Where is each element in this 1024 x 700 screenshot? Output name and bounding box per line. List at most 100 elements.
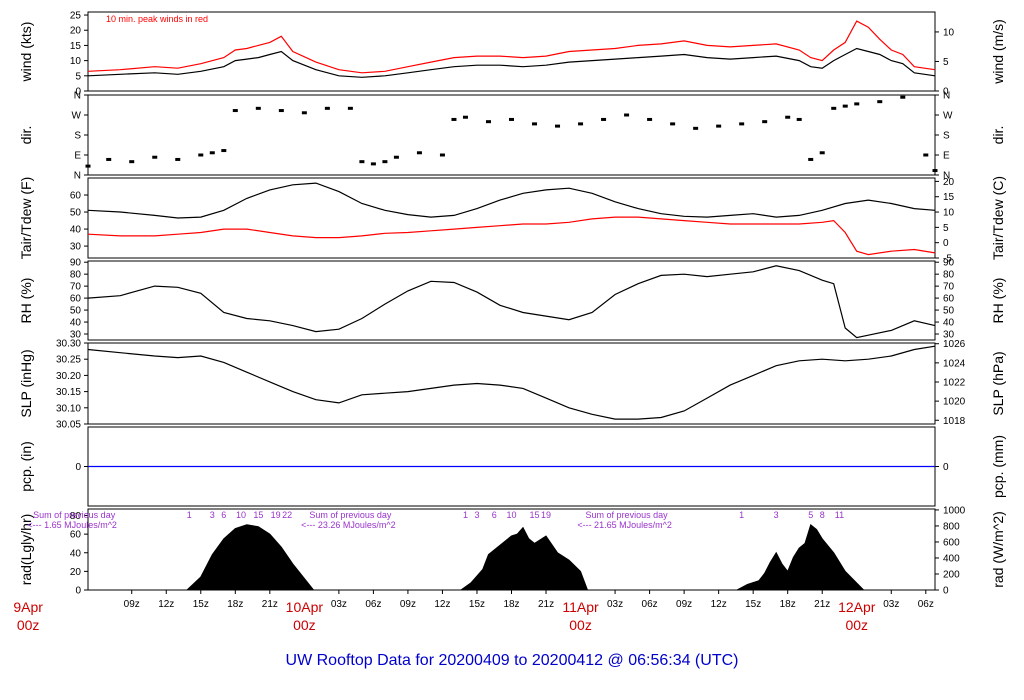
rad-left-tick-label: 40 [70,548,82,559]
time-axis: 09z 12z 15z 18z 21z 03z 06z 09z 12z 15z 18z 21z 03z 0… [13,590,934,633]
dir-point [324,106,330,110]
day-label-date: 11Apr [562,599,599,615]
panel-rad: rad(Lgly/hr) rad (W/m^2)02040608002004006… [18,505,1006,596]
temp-left-tick-label: 50 [70,208,82,219]
dir-point [106,157,112,161]
dir-left-tick-label: N [74,171,81,182]
time-tick-label: 18z [503,599,519,610]
dir-point [762,120,768,124]
temp-line-0 [87,182,936,219]
rh-right-tick-label: 30 [943,330,955,341]
slp-left-tick-label: 30.05 [56,420,81,431]
dir-point [439,153,445,157]
slp-right-tick-label: 1018 [943,416,966,427]
time-tick-label: 21z [538,599,554,610]
temp-line-1 [87,216,936,256]
temp-ylabel-left: Tair/Tdew (F) [18,177,34,259]
temp-ylabel-right: Tair/Tdew (C) [990,176,1006,260]
rad-sum-annotation: Sum of previous day [33,510,116,520]
rad-left-tick-label: 20 [70,567,82,578]
rad-sum-annotation: <--- 1.65 MJoules/m^2 [27,520,117,530]
day-label-hour: 00z [569,617,592,633]
slp-frame [87,342,936,425]
dir-point [796,117,802,121]
dir-point [831,106,837,110]
dir-point [647,117,653,121]
dir-point [255,106,261,110]
time-tick-label: 12z [158,599,174,610]
rad-hour-label: 5 [808,510,813,520]
time-tick-label: 09z [676,599,692,610]
dir-point [198,153,204,157]
rad-ylabel-left: rad(Lgly/hr) [18,514,34,586]
wind-right-tick-label: 5 [943,57,949,68]
wind-left-tick-label: 10 [70,56,82,67]
dir-point [532,122,538,126]
rad-hour-label: 15 [253,510,263,520]
rh-left-tick-label: 40 [70,318,82,329]
rh-left-tick-label: 60 [70,294,82,305]
time-tick-label: 21z [262,599,278,610]
rad-hour-label: 15 [530,510,540,520]
dir-left-tick-label: N [74,91,81,102]
day-label-hour: 00z [17,617,40,633]
wind-right-tick-label: 10 [943,27,955,38]
rad-right-tick-label: 400 [943,553,960,564]
time-tick-label: 12z [434,599,450,610]
wind-right-tick-label: 0 [943,87,949,98]
dir-point [601,117,607,121]
rad-right-tick-label: 0 [943,586,949,597]
time-tick-label: 21z [814,599,830,610]
slp-left-tick-label: 30.10 [56,403,81,414]
temp-right-tick-label: 5 [943,223,949,234]
dir-point [382,160,388,164]
rad-hour-label: 3 [210,510,215,520]
day-label-hour: 00z [293,617,316,633]
dir-right-tick-label: N [943,171,950,182]
day-label-date: 12Apr [838,599,876,615]
time-tick-label: 15z [745,599,761,610]
dir-point [221,149,227,153]
time-tick-label: 18z [227,599,243,610]
rad-right-tick-label: 800 [943,521,960,532]
dir-point [578,122,584,126]
wind-left-tick-label: 15 [70,41,82,52]
wind-ylabel-right: wind (m/s) [990,19,1006,85]
dir-right-tick-label: E [943,151,950,162]
dir-point [359,160,365,164]
dir-point [129,160,135,164]
panel-wind: wind (kts) wind (m/s) 0 5 10 15 20 25 0 5 10 10 min… [18,11,1006,98]
chart-title: UW Rooftop Data for 20200409 to 20200412… [286,652,739,669]
dir-point [739,122,745,126]
wind-frame [87,11,936,92]
dir-point [462,115,468,119]
wind-line-0 [87,47,936,78]
dir-point [877,100,883,104]
rh-right-tick-label: 70 [943,282,955,293]
temp-right-tick-label: 10 [943,208,955,219]
rad-ylabel-right: rad (W/m^2) [990,511,1006,588]
panel-slp: SLP (inHg) SLP (hPa) 30.05 30.10 30.15 30.20 3… [18,339,1006,431]
time-tick-label: 06z [365,599,381,610]
rad-right-tick-label: 200 [943,569,960,580]
slp-right-tick-label: 1022 [943,377,966,388]
dir-right-tick-label: S [943,131,950,142]
dir-point [393,155,399,159]
wind-left-tick-label: 20 [70,26,82,37]
rad-hour-label: 6 [492,510,497,520]
wind-left-tick-label: 5 [75,71,81,82]
panel-pcp: pcp. (in) pcp. (mm) 0 0 [18,426,1006,507]
rad-hour-label: 3 [474,510,479,520]
rh-frame [87,260,936,341]
rad-hour-label: 22 [282,510,292,520]
rad-hour-label: 1 [463,510,468,520]
dir-right-tick-label: N [943,91,950,102]
rad-sum-annotation: Sum of previous day [586,510,669,520]
dir-ylabel-left: dir. [18,126,34,145]
dir-point [152,155,158,159]
dir-point [301,111,307,115]
day-label-date: 9Apr [13,599,43,615]
